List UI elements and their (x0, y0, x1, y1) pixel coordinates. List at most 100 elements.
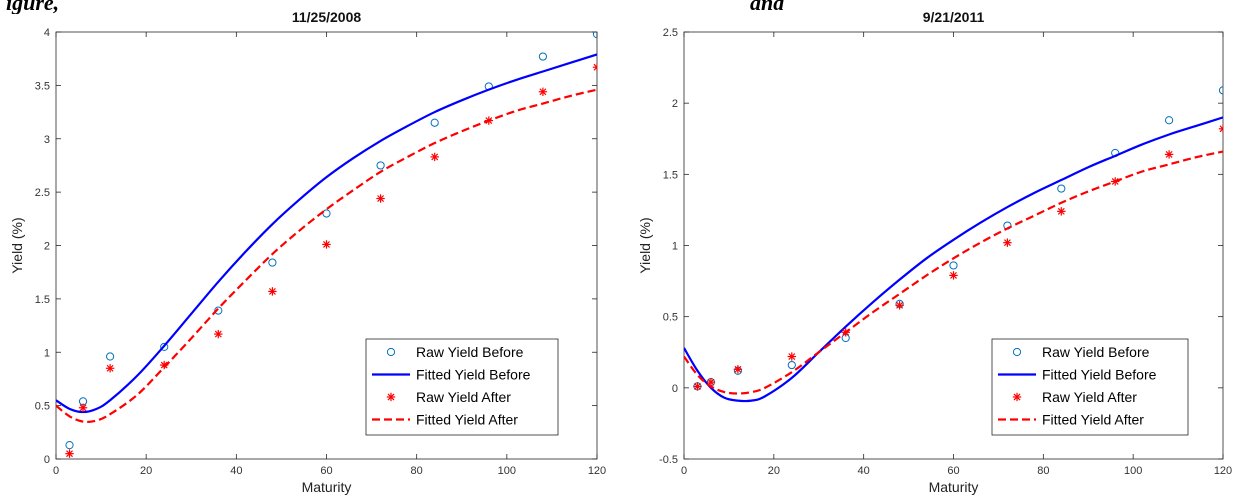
chart-title: 11/25/2008 (292, 9, 362, 25)
x-tick-label: 120 (588, 465, 606, 477)
legend-label: Raw Yield Before (1042, 344, 1150, 360)
y-tick-label: 2.5 (35, 187, 50, 199)
raw-yield-after-point (65, 449, 74, 458)
x-tick-label: 0 (681, 465, 687, 477)
chart-panel-1: 11/25/2008 0 20 40 60 80 100 120 0 0.5 1 1.5 2 2.5 3 3.… (9, 9, 606, 495)
raw-yield-after-point (1164, 150, 1174, 159)
x-axis-label: Maturity (302, 479, 352, 495)
legend-label: Fitted Yield After (416, 412, 518, 428)
raw-yield-before-point (322, 209, 331, 218)
raw-yield-after-point (376, 194, 385, 203)
cropped-caption: igure, and (0, 0, 1237, 14)
raw-yield-before-point (1057, 184, 1066, 193)
x-tick-label: 20 (140, 465, 152, 477)
y-tick-label: 0 (44, 454, 50, 466)
raw-yield-before-point (1165, 116, 1174, 125)
fitted-yield-after-line (56, 88, 597, 424)
raw-yield-after-point (949, 271, 958, 280)
raw-yield-before-point (1218, 86, 1223, 95)
raw-yield-after-point (1003, 238, 1012, 247)
raw-yield-before-point (430, 118, 439, 127)
caption-left: igure, (6, 0, 60, 14)
raw-yield-before-point (65, 441, 74, 450)
y-tick-label: 4 (44, 27, 50, 39)
x-tick-label: 80 (411, 465, 423, 477)
x-tick-label: 40 (858, 465, 870, 477)
x-tick-label: 100 (498, 465, 516, 477)
raw-yield-before-point (592, 32, 597, 39)
asterisk-stroke (1219, 125, 1223, 130)
y-tick-label: -0.5 (659, 454, 678, 466)
asterisk-stroke (66, 450, 73, 458)
asterisk-stroke (323, 240, 330, 248)
raw-yield-after-point (1057, 207, 1066, 216)
raw-yield-after-point (693, 382, 702, 391)
asterisk-stroke (268, 287, 276, 295)
legend-circle-marker (1012, 347, 1022, 357)
legend-label: Fitted Yield Before (1042, 367, 1157, 383)
y-tick-label: 2.5 (663, 27, 678, 39)
asterisk-stroke (896, 301, 904, 309)
legend: Raw Yield Before Fitted Yield Before Raw Y… (991, 338, 1189, 436)
x-tick-label: 60 (320, 465, 332, 477)
asterisk-stroke (593, 66, 597, 71)
asterisk-stroke (539, 88, 547, 96)
asterisk-stroke (431, 153, 439, 161)
legend-label: Raw Yield After (1042, 389, 1137, 405)
legend-label: Raw Yield After (416, 389, 511, 405)
raw-yield-before-point (106, 352, 115, 361)
asterisk-stroke (788, 353, 796, 360)
asterisk-stroke (106, 364, 114, 372)
raw-yield-before-point (160, 342, 169, 352)
x-tick-label: 60 (947, 465, 959, 477)
raw-yield-before-point (214, 306, 223, 315)
legend-label: Raw Yield Before (416, 344, 524, 360)
asterisk-stroke (377, 195, 385, 202)
x-tick-label: 40 (230, 465, 242, 477)
raw-yield-before-point (538, 52, 548, 61)
raw-yield-before-point (268, 258, 277, 267)
asterisk-stroke (1013, 393, 1021, 401)
chart-title: 9/21/2011 (923, 9, 985, 25)
x-tick-label: 120 (1214, 465, 1232, 477)
asterisk-stroke (694, 382, 701, 390)
plot-series (56, 32, 597, 458)
y-tick-label: 3 (44, 134, 50, 146)
y-tick-label: 1.5 (35, 294, 50, 306)
legend-label: Fitted Yield Before (416, 367, 531, 383)
raw-yield-after-point (268, 287, 277, 296)
legend-asterisk-marker (386, 392, 396, 402)
asterisk-stroke (950, 271, 957, 279)
y-tick-label: 0 (672, 383, 678, 395)
x-tick-label: 80 (1037, 465, 1049, 477)
asterisk-stroke (593, 63, 597, 69)
asterisk-stroke (160, 361, 168, 369)
raw-yield-after-point (733, 365, 743, 374)
y-axis-label: Yield (%) (637, 217, 653, 273)
raw-yield-after-point (895, 301, 904, 310)
y-axis-label: Yield (%) (9, 217, 25, 273)
x-tick-label: 0 (53, 465, 59, 477)
caption-right: and (750, 0, 785, 14)
y-tick-label: 1 (44, 347, 50, 359)
asterisk-stroke (387, 393, 395, 401)
asterisk-stroke (1165, 150, 1173, 158)
raw-yield-after-point (322, 240, 331, 249)
asterisk-stroke (734, 365, 742, 373)
raw-yield-after-point (430, 152, 439, 162)
asterisk-stroke (79, 404, 87, 412)
x-tick-label: 20 (768, 465, 780, 477)
y-tick-label: 0.5 (35, 401, 50, 413)
asterisk-stroke (1057, 207, 1065, 215)
raw-yield-after-point (78, 403, 88, 412)
asterisk-stroke (1003, 239, 1011, 247)
asterisk-stroke (214, 330, 222, 338)
asterisk-stroke (1219, 127, 1223, 133)
legend-circle-marker (386, 347, 396, 357)
raw-yield-before-point (949, 261, 958, 270)
y-tick-label: 2 (672, 98, 678, 110)
raw-yield-before-point (376, 161, 385, 170)
x-tick-label: 100 (1124, 465, 1142, 477)
